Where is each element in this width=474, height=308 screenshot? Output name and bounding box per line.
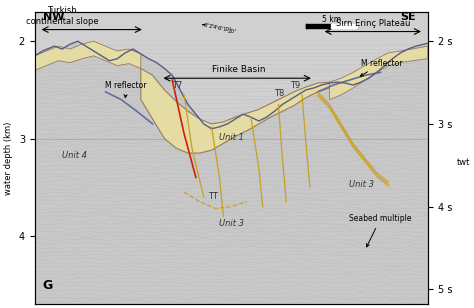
Text: 2°: 2° (209, 24, 215, 29)
Text: M reflector: M reflector (105, 81, 147, 98)
Polygon shape (329, 46, 428, 99)
Text: Unit 3: Unit 3 (349, 180, 374, 189)
Text: Sırn Erinç Plateau: Sırn Erinç Plateau (336, 19, 410, 28)
Y-axis label: water depth (km): water depth (km) (4, 121, 13, 195)
Text: Unit 4: Unit 4 (62, 151, 87, 160)
Text: 20°: 20° (228, 29, 237, 34)
Text: 0°: 0° (204, 23, 210, 28)
Text: Seabed multiple: Seabed multiple (349, 214, 412, 247)
Text: Finike Basin: Finike Basin (212, 65, 266, 74)
Text: 6°: 6° (218, 26, 224, 31)
Polygon shape (35, 41, 141, 71)
Text: T7: T7 (172, 81, 182, 90)
Text: Unit 3: Unit 3 (219, 219, 245, 228)
Y-axis label: twt: twt (456, 158, 470, 167)
Text: G: G (43, 279, 53, 292)
Text: SE: SE (401, 12, 416, 22)
Text: Unit 1: Unit 1 (219, 133, 245, 143)
Text: 10°: 10° (223, 27, 232, 32)
Text: 4°: 4° (213, 25, 219, 30)
Polygon shape (141, 68, 329, 153)
Text: TT: TT (208, 192, 218, 201)
Text: 5 km: 5 km (322, 15, 341, 24)
Text: T8: T8 (274, 89, 285, 98)
Text: T9: T9 (290, 81, 301, 90)
Text: M reflector: M reflector (360, 59, 402, 76)
Text: NW: NW (43, 12, 64, 22)
Text: Turkish
continental slope: Turkish continental slope (26, 6, 99, 26)
